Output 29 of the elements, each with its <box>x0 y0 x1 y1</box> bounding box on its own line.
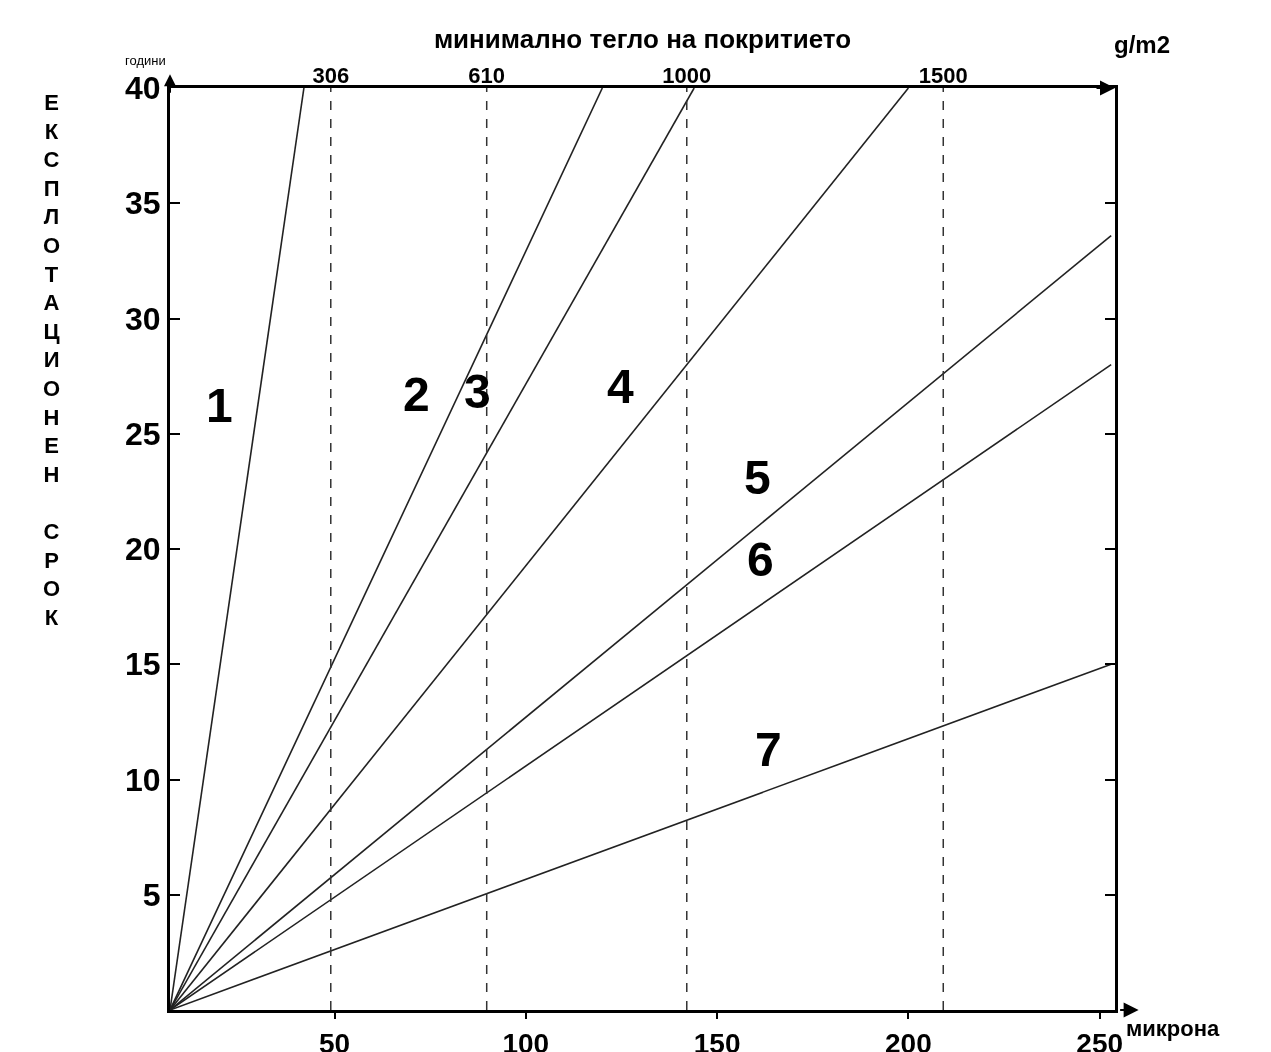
x-tick-label: 150 <box>693 1027 741 1052</box>
text: ЕКСПЛОТАЦИОНЕН СРОК <box>43 90 61 630</box>
series-label: 4 <box>607 360 634 413</box>
x-tick-label: 250 <box>1076 1027 1124 1052</box>
series-label: 6 <box>747 533 774 586</box>
series-label: 2 <box>403 368 430 421</box>
y-tick-label: 35 <box>125 185 161 222</box>
x2-tick-label: 1000 <box>662 62 712 88</box>
y-tick-label: 30 <box>125 300 161 337</box>
text: g/m2 <box>1114 31 1171 58</box>
series-label: 3 <box>464 365 491 418</box>
y-tick-label: 5 <box>142 876 161 913</box>
x-tick-label: 50 <box>318 1027 351 1052</box>
y-tick-label: 40 <box>125 70 161 107</box>
x2-tick-label: 610 <box>468 62 506 88</box>
x-tick-label: 100 <box>502 1027 550 1052</box>
y-tick-label: 20 <box>125 531 161 568</box>
x-tick-label: 200 <box>885 1027 932 1052</box>
series-label: 1 <box>206 379 233 432</box>
y-tick-label: 15 <box>125 646 161 683</box>
x2-tick-label: 1500 <box>918 62 968 88</box>
x2-axis-title: минимално тегло на покритието <box>433 24 852 54</box>
y-tick-label: 25 <box>125 415 161 452</box>
series-label: 5 <box>744 451 771 504</box>
y-tick-label: 10 <box>125 761 161 798</box>
x-axis-title: микрона <box>1126 1016 1220 1041</box>
text: години <box>125 53 166 68</box>
series-label: 7 <box>755 723 782 776</box>
x2-tick-label: 306 <box>312 62 350 88</box>
